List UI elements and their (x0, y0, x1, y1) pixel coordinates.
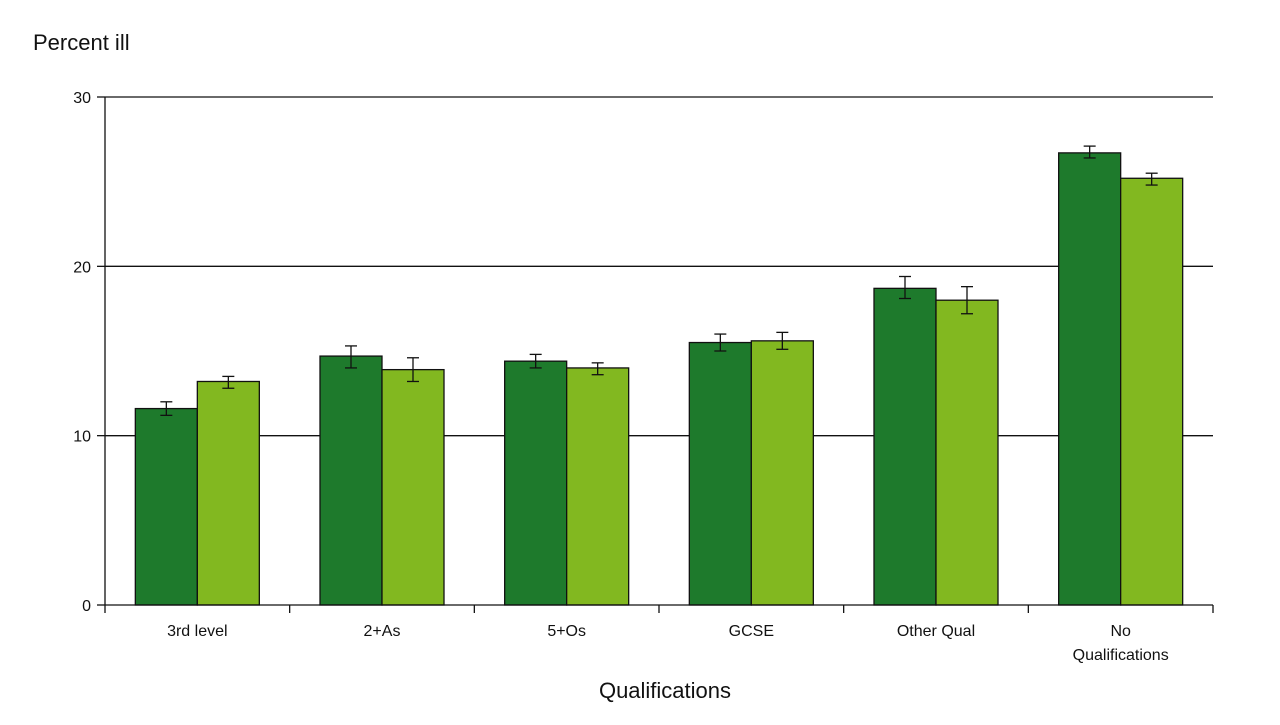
y-tick-label: 30 (73, 90, 91, 107)
bar (504, 360, 568, 606)
error-bar (222, 375, 235, 389)
category-label: Other Qual (897, 623, 975, 640)
category-label: No Qualifications (1073, 623, 1169, 664)
error-bar (714, 333, 727, 352)
category-label: 5+Os (547, 623, 586, 640)
category-label: 2+As (364, 623, 401, 640)
category-label: GCSE (729, 623, 774, 640)
bar (319, 355, 383, 606)
gridlines (105, 96, 1213, 437)
bar (381, 368, 445, 606)
bar (566, 367, 630, 606)
y-axis-label: Percent ill (33, 30, 130, 55)
error-bar (407, 357, 419, 383)
y-tick-label: 0 (82, 598, 91, 615)
error-bar (1083, 145, 1096, 159)
bar (873, 287, 937, 606)
category-labels: 3rd level 2+As 5+Os GCSE Other Qual No Qualifi… (167, 623, 1169, 664)
category-label: 3rd level (167, 623, 227, 640)
y-tick-labels: 0 10 20 30 (73, 90, 105, 615)
bars (134, 152, 1184, 606)
error-bar (160, 401, 173, 416)
error-bar (899, 275, 911, 300)
bar (750, 340, 814, 606)
error-bar (1145, 172, 1158, 186)
x-axis-label: Qualifications (599, 678, 731, 703)
error-bar (529, 353, 542, 369)
bar (196, 380, 260, 606)
error-bar (776, 331, 789, 350)
bar (935, 299, 999, 606)
error-bar (961, 286, 973, 315)
error-bar (345, 345, 357, 369)
bar (1058, 152, 1122, 606)
bar (1120, 177, 1184, 606)
bar (688, 341, 752, 606)
error-bars (160, 145, 1158, 416)
y-tick-label: 20 (73, 259, 91, 276)
bar (134, 407, 198, 606)
y-tick-label: 10 (73, 429, 91, 446)
x-axis (104, 97, 1214, 613)
error-bar (591, 362, 604, 376)
